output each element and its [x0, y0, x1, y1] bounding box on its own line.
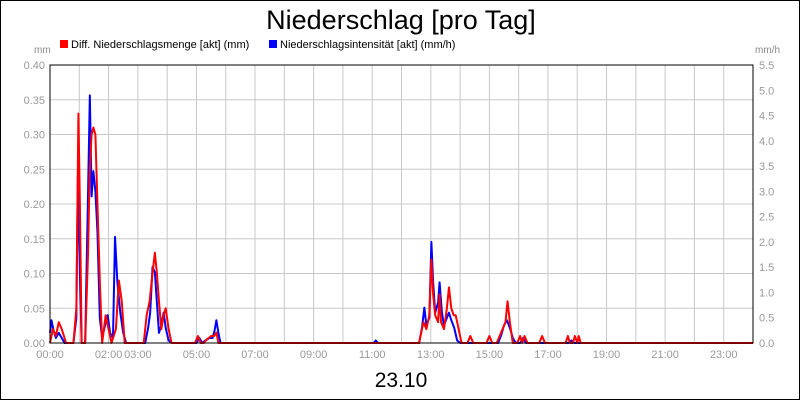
- legend-swatch-blue: [269, 40, 277, 48]
- plot-area-border: [49, 64, 754, 344]
- left-axis-tick-label: 0.30: [24, 130, 45, 142]
- legend: Diff. Niederschlagsmenge [akt] (mm) Nied…: [60, 39, 455, 51]
- x-axis-tick-label: 23:00: [710, 349, 738, 361]
- chart-title: Niederschlag [pro Tag]: [266, 5, 536, 35]
- left-axis-tick-label: 0.15: [24, 234, 45, 246]
- legend-label-intensitaet: Niederschlagsintensität [akt] (mm/h): [280, 39, 455, 51]
- x-axis-tick-label: 21:00: [651, 349, 679, 361]
- right-axis-tick-labels: 0.0 0.5 1.0 1.5 2.0 2.5 3.0 3.5 4.0 4.5 5.0 5.5: [759, 60, 774, 350]
- left-axis-tick-label: 0.00: [24, 338, 45, 350]
- right-axis-tick-label: 4.5: [759, 111, 774, 123]
- x-axis-tick-label: 13:00: [417, 349, 445, 361]
- x-axis-tick-labels: 00:00 02:00 03:00 05:00 07:00 09:00 11:00 13:00…: [36, 349, 737, 361]
- left-axis-tick-label: 0.35: [24, 95, 45, 107]
- right-axis-tick-label: 1.5: [759, 262, 774, 274]
- left-axis-tick-labels: 0.00 0.05 0.10 0.15 0.20 0.25 0.30 0.35 0.40: [24, 60, 45, 350]
- x-axis-tick-label: 07:00: [241, 349, 269, 361]
- left-axis-tick-label: 0.05: [24, 303, 45, 315]
- right-axis-tick-label: 2.5: [759, 212, 774, 224]
- x-axis-tick-label: 05:00: [183, 349, 211, 361]
- right-axis-tick-label: 3.0: [759, 186, 774, 198]
- right-axis-tick-label: 4.0: [759, 136, 774, 148]
- axes: [49, 64, 754, 344]
- chart-date-label: 23.10: [375, 369, 428, 392]
- left-axis-tick-label: 0.40: [24, 60, 45, 72]
- right-axis-tick-label: 5.0: [759, 85, 774, 97]
- x-axis-tick-label: 03:00: [124, 349, 152, 361]
- right-axis-unit: mm/h: [755, 45, 780, 56]
- right-axis-tick-label: 3.5: [759, 161, 774, 173]
- x-axis-tick-label: 02:00: [95, 349, 123, 361]
- right-axis-tick-label: 0.0: [759, 338, 774, 350]
- right-axis-tick-label: 2.0: [759, 237, 774, 249]
- right-axis-tick-label: 5.5: [759, 60, 774, 72]
- x-axis-tick-label: 19:00: [593, 349, 621, 361]
- left-axis-tick-label: 0.20: [24, 199, 45, 211]
- legend-swatch-red: [60, 40, 68, 48]
- grid-lines: [49, 64, 754, 344]
- legend-label-menge: Diff. Niederschlagsmenge [akt] (mm): [71, 39, 249, 51]
- x-axis-tick-label: 09:00: [300, 349, 328, 361]
- left-axis-unit: mm: [34, 45, 51, 56]
- right-axis-tick-label: 1.0: [759, 287, 774, 299]
- left-axis-tick-label: 0.10: [24, 269, 45, 281]
- left-axis-tick-label: 0.25: [24, 164, 45, 176]
- x-axis-tick-label: 00:00: [36, 349, 64, 361]
- x-axis-tick-label: 17:00: [534, 349, 562, 361]
- x-axis-tick-label: 11:00: [359, 349, 386, 361]
- right-axis-tick-label: 0.5: [759, 313, 774, 325]
- x-axis-tick-label: 15:00: [476, 349, 504, 361]
